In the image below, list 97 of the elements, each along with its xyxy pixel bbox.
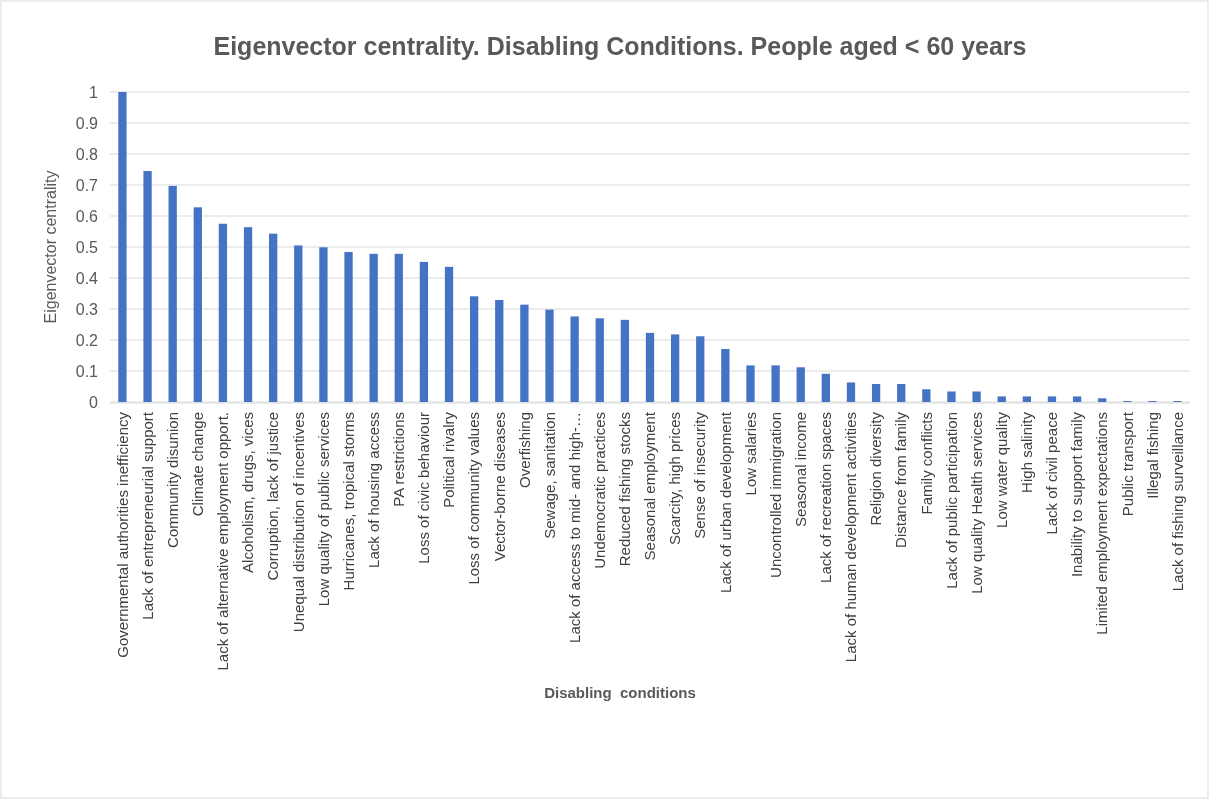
bar — [746, 365, 755, 402]
bar — [670, 334, 680, 402]
x-tick-label: Unequal distribution of incentives — [289, 412, 307, 633]
x-tick-label: Inability to support family — [1068, 411, 1086, 578]
x-tick-label: Political rivalry — [440, 411, 458, 508]
x-tick-label: Climate change — [189, 412, 207, 517]
x-tick-label: Community disunion — [163, 412, 181, 548]
bar — [771, 365, 780, 402]
bar — [1098, 398, 1107, 402]
x-tick-label: Overfishing — [515, 412, 533, 488]
bar — [168, 185, 177, 402]
x-tick-label: Lack of urban development — [716, 411, 734, 593]
bar — [871, 384, 881, 402]
y-tick-label: 0.3 — [75, 300, 99, 318]
x-tick-label: Seasonal income — [791, 412, 809, 528]
bar — [444, 266, 454, 402]
bar — [193, 207, 202, 402]
y-tick-label: 0.1 — [75, 362, 99, 380]
x-tick-label: Loss of civic behaviour — [415, 412, 433, 564]
bar — [269, 233, 278, 402]
bar — [897, 384, 906, 402]
x-tick-label: Lack of entrepreneurial support — [138, 411, 156, 620]
y-tick-label: 0.9 — [75, 114, 99, 132]
x-tick-label: Religion diversity — [867, 411, 885, 526]
x-tick-label: Illegal fishing — [1143, 412, 1161, 499]
x-tick-label: Low quality Health services — [967, 412, 985, 594]
chart-title: Eigenvector centrality. Disabling Conditions. People aged < 60 years — [213, 32, 1027, 60]
bar — [319, 247, 328, 402]
x-tick-label: Undemocratic practices — [591, 412, 609, 569]
x-tick-label: Sense of insecurity — [691, 411, 709, 539]
bar — [796, 367, 805, 402]
bar — [570, 316, 579, 402]
x-tick-label: Public transport — [1118, 411, 1136, 517]
x-tick-label: Lack of public participation — [942, 412, 960, 589]
bar — [243, 227, 253, 402]
bar — [1022, 396, 1031, 402]
x-tick-label: Reduced fishing stocks — [616, 412, 634, 567]
x-tick-label: Lack of human development activities — [842, 412, 860, 663]
bar — [645, 332, 655, 402]
bar — [821, 373, 830, 402]
x-tick-label: Scarcity, high prices — [666, 412, 684, 546]
bar — [846, 382, 856, 402]
bar — [972, 391, 981, 402]
bar — [118, 92, 127, 402]
x-tick-label: Hurricanes, tropical storms — [339, 412, 357, 591]
bar — [620, 319, 630, 402]
x-tick-label: Seasonal employment — [641, 411, 659, 561]
x-tick-label: Governmental authorities inefficiency — [113, 411, 131, 658]
bar — [721, 348, 730, 402]
x-tick-label: Uncontrolled immigration — [766, 412, 784, 578]
bar — [696, 336, 705, 402]
bar — [545, 309, 554, 402]
x-tick-label: Low quality of public services — [314, 412, 332, 607]
x-tick-label: Low water quality — [992, 411, 1010, 528]
bar — [344, 251, 353, 402]
bar — [218, 223, 228, 402]
x-tick-label: Corruption, lack of justice — [264, 412, 282, 581]
bar — [470, 296, 479, 402]
x-tick-label: Low salaries — [741, 412, 759, 496]
x-tick-label: Family conflicts — [917, 412, 935, 515]
bar — [369, 253, 378, 402]
x-tick-label: High salinity — [1018, 411, 1036, 493]
bar — [520, 304, 529, 402]
y-tick-label: 0.5 — [75, 238, 99, 256]
bar — [419, 261, 429, 402]
bar — [947, 391, 956, 402]
bar — [294, 245, 303, 402]
y-tick-label: 0 — [89, 393, 99, 411]
y-tick-label: 0.2 — [75, 331, 99, 349]
bar — [1047, 396, 1057, 402]
y-tick-label: 0.4 — [75, 269, 99, 287]
x-tick-label: Loss of community values — [465, 412, 483, 585]
x-tick-label: Limited employment expectations — [1093, 412, 1111, 635]
x-tick-label: Alcoholism, drugs, vices — [239, 412, 257, 573]
bar — [997, 396, 1006, 402]
x-tick-label: Lack of access to mid- and high-… — [565, 412, 583, 643]
x-axis-title: Disabling conditions — [544, 684, 696, 702]
bar — [394, 253, 403, 402]
y-tick-label: 0.7 — [75, 176, 99, 194]
bar — [595, 318, 604, 402]
x-tick-label: Vector-borne diseases — [490, 412, 508, 562]
y-axis-title: Eigenvector centrality — [42, 170, 59, 324]
x-tick-label: Lack of alternative employment opport. — [214, 412, 232, 671]
y-tick-label: 0.6 — [75, 207, 99, 225]
x-tick-label: Lack of fishing surveillance — [1168, 412, 1186, 592]
bar — [922, 389, 931, 402]
x-tick-label: PA restrictions — [390, 412, 408, 507]
bar — [143, 171, 152, 402]
bar — [1072, 396, 1082, 402]
x-tick-label: Lack of housing access — [364, 412, 382, 568]
y-tick-label: 1 — [89, 83, 99, 101]
x-tick-label: Lack of recreation spaces — [817, 412, 835, 583]
bar — [495, 300, 504, 402]
y-tick-label: 0.8 — [75, 145, 99, 163]
x-tick-label: Distance from family — [892, 411, 910, 548]
x-tick-label: Sewage, sanitation — [540, 412, 558, 539]
x-tick-label: Lack of civil peace — [1043, 412, 1061, 535]
